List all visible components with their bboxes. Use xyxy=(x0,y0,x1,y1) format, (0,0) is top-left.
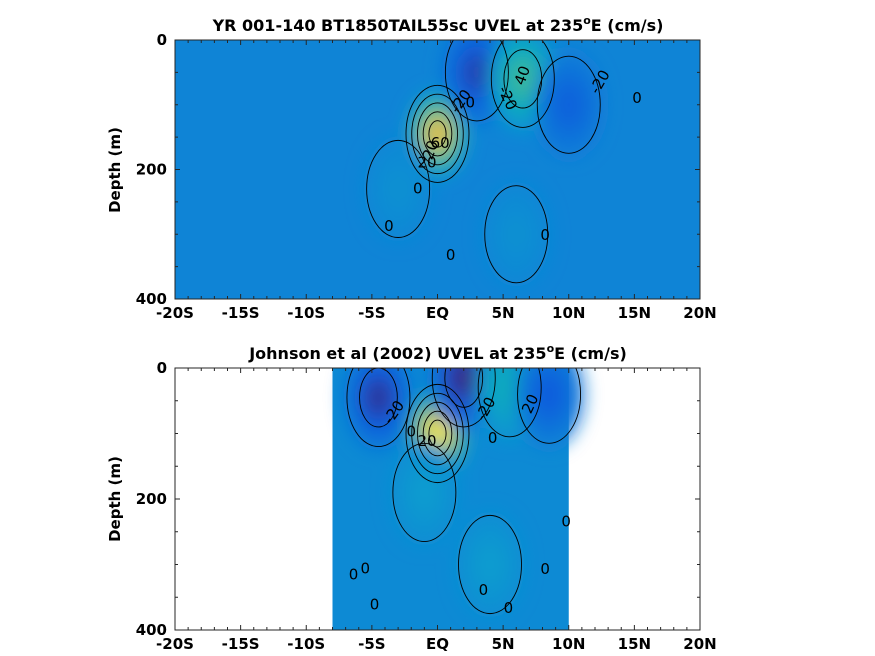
y-tick-label: 400 xyxy=(136,290,167,308)
contour-label: 0 xyxy=(632,89,642,107)
y-tick-label: 0 xyxy=(157,359,167,377)
contour-label: 0 xyxy=(479,581,489,599)
contour-label: 20 xyxy=(417,432,436,450)
y-tick-label: 0 xyxy=(157,31,167,49)
contour-line xyxy=(422,410,453,457)
panel-bottom-field xyxy=(332,368,584,630)
x-tick-label: EQ xyxy=(426,304,449,322)
contour-line xyxy=(517,368,582,444)
field-feature xyxy=(508,58,537,100)
x-tick-label: -20S xyxy=(156,635,194,653)
x-tick-label: -20S xyxy=(156,304,194,322)
field-feature xyxy=(428,122,447,146)
contour-label: 0 xyxy=(349,565,359,583)
field-feature xyxy=(535,373,564,415)
x-tick-label: -15S xyxy=(222,304,260,322)
x-tick-label: -5S xyxy=(358,304,385,322)
panel-top: YR 001-140 BT1850TAIL55sc UVEL at 235oE … xyxy=(106,14,717,322)
contour-label: 40 xyxy=(511,63,534,87)
x-tick-label: EQ xyxy=(426,635,449,653)
x-tick-label: -10S xyxy=(287,304,325,322)
contour-label: 0 xyxy=(540,226,550,244)
panel-bottom: Johnson et al (2002) UVEL at 235oE (cm/s… xyxy=(106,342,717,653)
panel-bottom-x-axis: -20S -15S -10S -5S EQ 5N 10N 15N 20N xyxy=(156,368,717,653)
contour-line xyxy=(405,383,470,484)
x-tick-label: 10N xyxy=(552,304,585,322)
contour-label: 0 xyxy=(540,560,550,578)
contour-line xyxy=(392,442,457,543)
contour-line xyxy=(405,84,470,183)
contour-line xyxy=(346,368,411,448)
x-tick-label: -10S xyxy=(287,635,325,653)
field-feature xyxy=(554,84,583,125)
panel-bottom-title: Johnson et al (2002) UVEL at 235oE (cm/s… xyxy=(248,342,627,363)
contour-label: 0 xyxy=(488,429,498,447)
contour-label: 0 xyxy=(384,217,394,235)
panel-top-title: YR 001-140 BT1850TAIL55sc UVEL at 235oE … xyxy=(212,14,664,35)
panel-top-field xyxy=(175,40,700,299)
panel-top-y-label: Depth (m) xyxy=(106,127,124,213)
y-tick-label: 400 xyxy=(136,621,167,639)
contour-line xyxy=(458,514,522,615)
x-tick-label: 5N xyxy=(492,635,515,653)
x-tick-label: 15N xyxy=(618,304,651,322)
contour-label: 60 xyxy=(431,134,450,152)
field-feature xyxy=(475,544,505,585)
contour-label: 0 xyxy=(361,560,371,578)
x-tick-label: -5S xyxy=(358,635,385,653)
field-features xyxy=(363,40,603,287)
field-features xyxy=(344,368,584,618)
contour-label: 20 xyxy=(417,154,436,172)
contour-label: 0 xyxy=(504,599,514,617)
field-feature xyxy=(502,214,531,255)
contour-label: 0 xyxy=(413,179,423,197)
contour-label: 0 xyxy=(561,512,571,530)
panel-top-x-axis: -20S -15S -10S -5S EQ 5N 10N 15N 20N xyxy=(156,40,717,322)
x-tick-label: 20N xyxy=(683,304,716,322)
contour-line xyxy=(444,368,484,408)
x-tick-label: 15N xyxy=(618,635,651,653)
y-tick-label: 200 xyxy=(136,161,167,179)
field-feature xyxy=(462,52,491,93)
contour-line xyxy=(417,401,458,466)
contour-line xyxy=(359,368,398,428)
x-tick-label: 5N xyxy=(492,304,515,322)
contour-line xyxy=(366,139,431,238)
x-tick-label: -15S xyxy=(222,635,260,653)
contour-line xyxy=(411,93,464,175)
contour-label: 0 xyxy=(406,423,416,441)
field-feature xyxy=(410,472,439,513)
field-feature xyxy=(428,421,447,446)
x-tick-label: 20N xyxy=(683,635,716,653)
contour-line xyxy=(428,419,447,448)
contour-line xyxy=(484,185,549,284)
contour-line xyxy=(422,111,453,157)
field-feature xyxy=(449,368,478,399)
panel-top-contours xyxy=(366,40,601,284)
contour-line xyxy=(477,368,542,438)
x-tick-label: 10N xyxy=(552,635,585,653)
panel-bottom-contours xyxy=(346,368,582,615)
contour-label: 20 xyxy=(419,138,442,162)
contour-line xyxy=(411,392,464,475)
field-feature xyxy=(384,168,413,210)
field-feature xyxy=(364,377,393,418)
y-tick-label: 200 xyxy=(136,490,167,508)
contour-line xyxy=(417,102,458,166)
contour-line xyxy=(431,368,496,428)
contour-line xyxy=(428,120,447,148)
contour-line xyxy=(444,40,509,122)
contour-label: 0 xyxy=(466,93,476,111)
contour-line xyxy=(490,40,555,128)
contour-line xyxy=(536,55,601,154)
contour-label: 0 xyxy=(370,596,380,614)
contour-label: 0 xyxy=(446,246,456,264)
panel-bottom-y-label: Depth (m) xyxy=(106,456,124,542)
